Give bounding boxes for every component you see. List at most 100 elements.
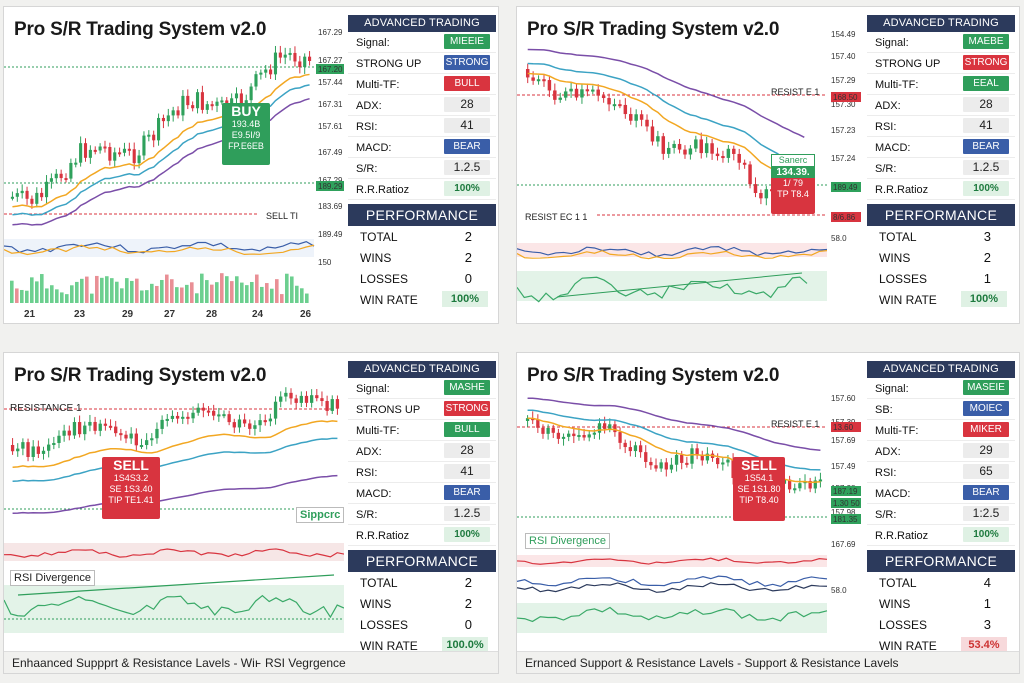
candle	[108, 425, 113, 428]
candle	[592, 432, 597, 435]
indicator-value-badge: 28	[444, 97, 490, 112]
candle	[253, 425, 257, 429]
candle	[596, 89, 600, 96]
candle	[215, 101, 219, 106]
candle	[196, 407, 200, 413]
candle	[289, 392, 293, 399]
performance-row: WIN RATE 100%	[867, 289, 1015, 310]
price-axis-label: 167.29	[318, 28, 343, 37]
candle	[298, 61, 302, 68]
indicator-label: R.R.Ratioz	[875, 530, 929, 542]
candle	[597, 423, 602, 433]
panel-chart-4: Pro S/R Trading System v2.0 157.60157.39…	[516, 352, 1020, 674]
volume-bar	[85, 276, 89, 303]
performance-label: WIN RATE	[879, 293, 937, 307]
volume-bar	[295, 285, 299, 303]
candle	[249, 86, 253, 101]
indicator-label: R.R.Ratioz	[875, 184, 929, 196]
signal-line-2: 1/ 79	[782, 178, 804, 188]
candle	[263, 420, 267, 423]
candle	[650, 126, 655, 142]
performance-value: 100.0%	[442, 637, 488, 653]
volume-bar	[210, 284, 214, 303]
resistance-label-2: RESIST EC 1 1	[525, 212, 588, 222]
volume-bar	[280, 294, 284, 303]
indicator-value-badge: 100%	[444, 527, 490, 542]
candle	[273, 401, 278, 419]
sell-signal-callout: SELL 1S4S3.2 SE 1S3.40 TIP TE1.41	[102, 457, 160, 519]
volume-bar	[235, 276, 239, 303]
candle	[142, 135, 146, 156]
macd-area	[517, 555, 827, 567]
performance-row: TOTAL 3	[867, 226, 1015, 247]
signal-text: SELL	[741, 457, 777, 473]
indicator-label: Signal:	[875, 383, 909, 395]
indicator-row: Multi-TF: EEAL	[867, 74, 1015, 95]
candle	[742, 162, 747, 165]
indicator-label: STRONG UP	[875, 58, 941, 70]
candle	[666, 147, 671, 154]
indicator-row: ADX: 28	[348, 441, 496, 462]
candle	[127, 148, 131, 151]
signal-line-2: SE 1S1.80	[737, 484, 781, 494]
price-chart[interactable]: 157.60157.39157.69157.49157.38157.98167.…	[517, 353, 867, 653]
x-axis-label: 27	[164, 309, 176, 320]
candle	[664, 462, 668, 470]
candle	[325, 401, 329, 411]
candle	[217, 414, 221, 417]
candle	[139, 445, 144, 448]
macd-line	[4, 548, 344, 558]
candle	[161, 117, 165, 122]
indicator-label: RSI:	[875, 467, 897, 479]
volume-bar	[140, 290, 144, 303]
price-axis-label: 157.69	[831, 436, 856, 445]
volume-bar	[175, 287, 179, 303]
indicator-value-badge: 100%	[444, 181, 490, 196]
candle	[59, 173, 63, 179]
signal-line-3: TIP T8.40	[739, 495, 779, 505]
candle	[531, 418, 535, 421]
price-tag-text: 13.60	[833, 423, 854, 432]
performance-value: 0	[464, 271, 472, 286]
resistance-label: RESIST E 1	[771, 87, 820, 97]
candle	[157, 117, 161, 141]
candle	[31, 446, 35, 457]
panel-title: Pro S/R Trading System v2.0	[527, 19, 780, 40]
price-axis-label: 157.24	[831, 154, 856, 163]
performance-value: 2	[464, 575, 472, 590]
candle	[113, 152, 117, 161]
volume-bar	[35, 281, 39, 303]
candle	[536, 419, 540, 428]
performance-value: 4	[983, 575, 991, 590]
indicator-row: RSI: 41	[348, 116, 496, 137]
candle	[737, 153, 741, 163]
candle	[813, 480, 817, 489]
volume-bar	[25, 290, 29, 303]
candle	[629, 114, 633, 121]
performance-label: LOSSES	[360, 618, 409, 632]
candle	[716, 457, 720, 465]
candle	[694, 139, 698, 149]
indicator-value-badge: MIEEIE	[444, 34, 490, 49]
candle	[808, 480, 812, 489]
performance-label: WINS	[879, 251, 911, 265]
price-chart[interactable]	[4, 353, 344, 653]
performance-value: 1	[983, 271, 991, 286]
candle	[69, 162, 73, 179]
indicator-row: R.R.Ratioz 100%	[867, 525, 1015, 546]
volume-bar	[125, 278, 129, 303]
candle	[638, 445, 643, 453]
candle	[546, 428, 550, 434]
candle	[558, 97, 562, 100]
indicator-value-badge: BULL	[444, 76, 490, 91]
candle	[563, 91, 568, 98]
rsi-divergence-label: RSI Divergence	[10, 570, 96, 586]
indicator-value-badge: 1:2.5	[963, 506, 1009, 521]
candle	[288, 52, 292, 55]
volume-bar	[155, 285, 159, 303]
price-chart[interactable]: 167.29 167.27 157.44 167.31 157.61 167.49 167 …	[4, 7, 344, 324]
indicator-value-badge: 28	[444, 443, 490, 458]
indicator-panel: ADVANCED TRADING Signal: MAEBE STRONG UP…	[867, 15, 1015, 310]
volume-bar	[145, 290, 149, 303]
candle	[254, 74, 258, 87]
